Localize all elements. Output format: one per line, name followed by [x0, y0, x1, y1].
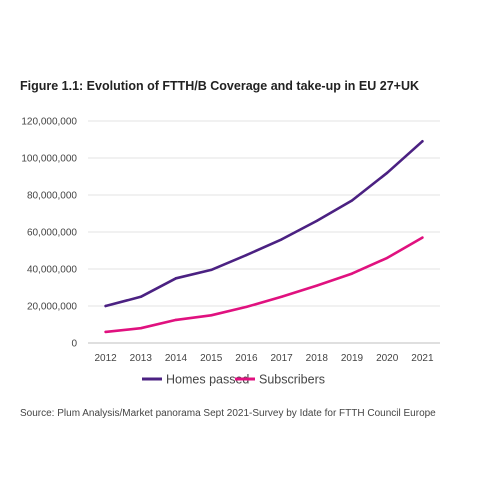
data-point	[280, 238, 283, 241]
y-tick-label: 120,000,000	[21, 117, 77, 128]
y-tick-label: 100,000,000	[21, 154, 77, 165]
data-point	[174, 318, 178, 322]
data-point	[210, 268, 213, 272]
x-tick-label: 2017	[270, 353, 293, 364]
x-tick-label: 2018	[306, 353, 329, 364]
x-tick-label: 2012	[94, 353, 117, 364]
y-tick-label: 0	[71, 339, 77, 350]
x-tick-label: 2021	[411, 353, 434, 364]
data-point	[104, 330, 107, 334]
data-point	[245, 253, 248, 257]
data-point	[210, 314, 213, 317]
x-tick-label: 2016	[235, 353, 258, 364]
data-point	[245, 305, 248, 309]
data-point	[104, 304, 107, 308]
legend-label: Subscribers	[259, 373, 325, 387]
legend: Homes passed Subscribers	[142, 373, 325, 387]
x-axis-tick-labels: 2012 2013 2014 2015 2016 2017 2018 2019 2020 2021	[94, 353, 433, 364]
data-point	[280, 295, 283, 298]
data-point	[139, 327, 142, 330]
y-tick-label: 80,000,000	[27, 191, 77, 202]
y-axis-tick-labels: 0 20,000,000 40,000,000 60,000,000 80,000,00…	[21, 117, 77, 350]
data-point	[386, 256, 389, 260]
data-point	[386, 171, 389, 174]
series-line-homes-passed	[104, 140, 424, 308]
series-lines	[104, 140, 424, 334]
series-line-subscribers	[104, 236, 424, 334]
y-tick-label: 40,000,000	[27, 265, 77, 276]
legend-label: Homes passed	[166, 373, 249, 387]
data-point	[315, 284, 318, 287]
gridlines	[88, 120, 440, 344]
data-point	[421, 140, 424, 143]
data-point	[421, 236, 424, 239]
x-tick-label: 2020	[376, 353, 399, 364]
x-tick-label: 2019	[341, 353, 364, 364]
y-tick-label: 20,000,000	[27, 302, 77, 313]
y-tick-label: 60,000,000	[27, 228, 77, 239]
x-tick-label: 2014	[165, 353, 188, 364]
data-point	[315, 219, 318, 223]
chart-title: Figure 1.1: Evolution of FTTH/B Coverage…	[20, 79, 420, 93]
x-tick-label: 2015	[200, 353, 223, 364]
data-point	[350, 199, 354, 202]
data-point	[350, 272, 354, 275]
data-point	[174, 277, 178, 280]
data-point	[139, 295, 142, 298]
x-tick-label: 2013	[130, 353, 153, 364]
source-note: Source: Plum Analysis/Market panorama Se…	[20, 408, 436, 419]
